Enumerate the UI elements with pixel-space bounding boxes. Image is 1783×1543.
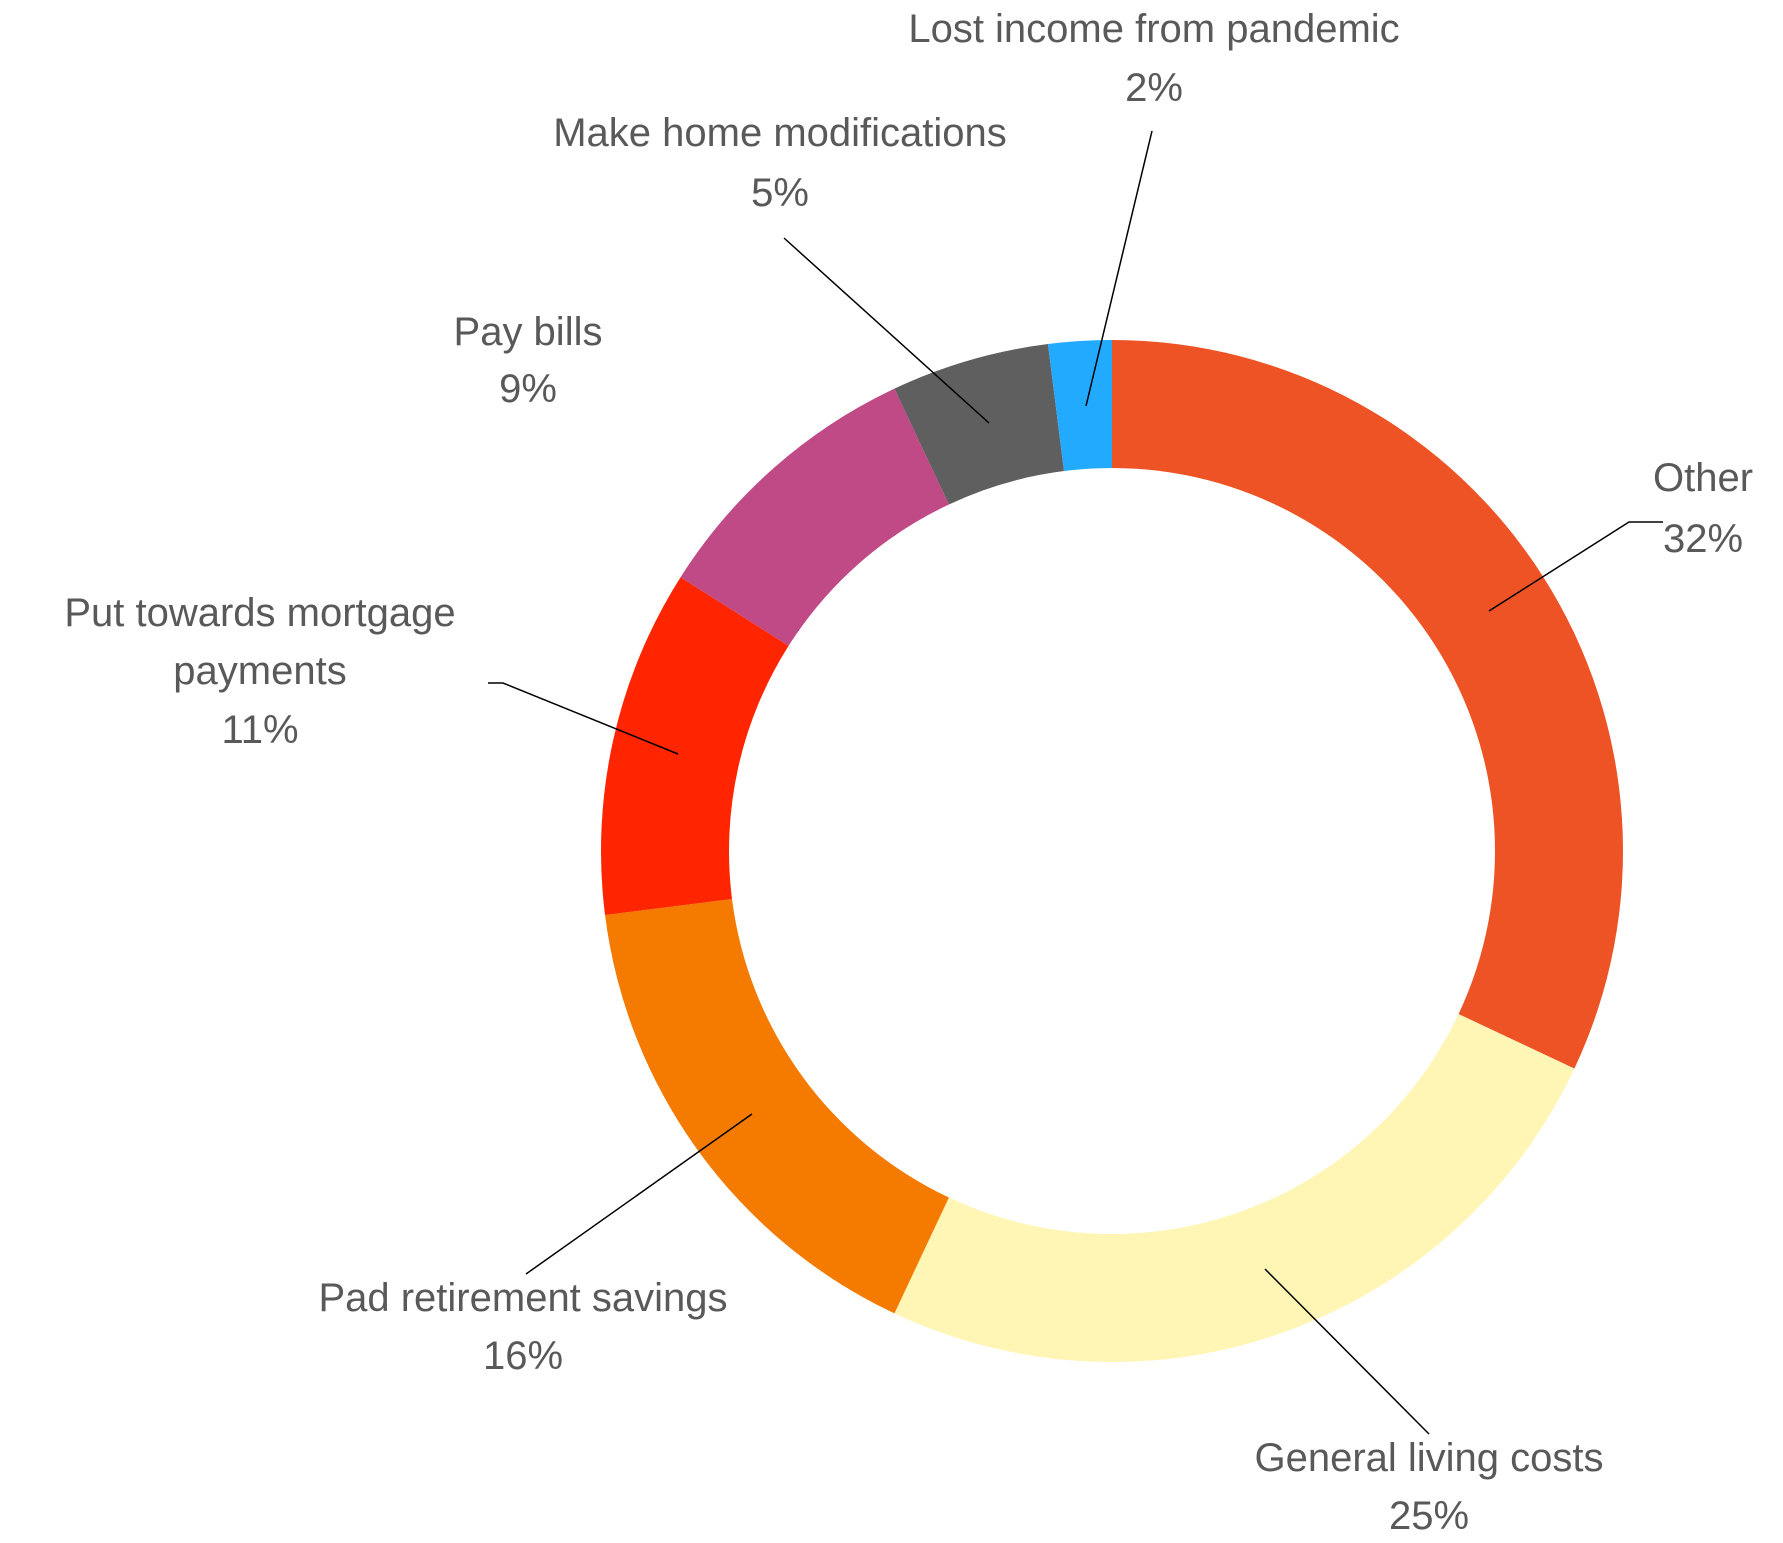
slice-label: Pad retirement savings [318, 1276, 727, 1320]
slice-label: General living costs [1254, 1436, 1603, 1480]
donut-slice [680, 388, 949, 646]
leader-line [525, 1113, 753, 1275]
donut-slice [894, 1014, 1575, 1362]
donut-slice [605, 899, 949, 1314]
slice-value-label: 32% [1663, 517, 1743, 561]
slice-value-label: 9% [499, 367, 557, 411]
donut-slice [600, 577, 789, 916]
donut-slice [1047, 340, 1112, 472]
slice-label: Pay bills [454, 310, 603, 354]
leader-line [1085, 130, 1153, 407]
slice-value-label: 11% [221, 708, 298, 752]
leader-line [488, 682, 679, 755]
leader-line [1264, 1268, 1430, 1435]
donut-slice [894, 344, 1064, 505]
donut-slice [1112, 340, 1623, 1069]
slice-label: Put towards mortgage payments [64, 591, 455, 693]
slice-value-label: 16% [483, 1334, 563, 1378]
slice-value-label: 25% [1389, 1494, 1469, 1538]
slice-label: Make home modifications [553, 111, 1007, 155]
slice-label: Other [1653, 456, 1753, 500]
leader-line [783, 237, 990, 424]
slice-label: Lost income from pandemic [908, 7, 1399, 51]
slice-value-label: 5% [751, 171, 809, 215]
leader-line [1488, 521, 1663, 612]
slice-value-label: 2% [1125, 66, 1183, 110]
